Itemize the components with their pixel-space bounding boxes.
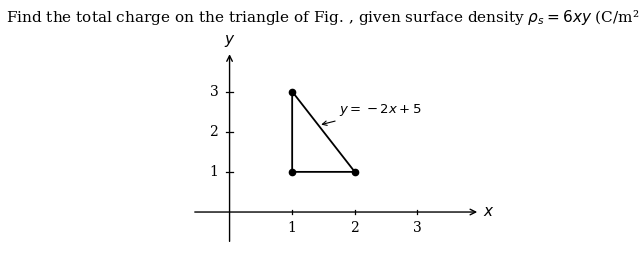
Text: 3: 3 [209, 85, 218, 98]
Text: Find the total charge on the triangle of Fig. , given surface density $\rho_s = : Find the total charge on the triangle of… [6, 8, 640, 27]
Text: 2: 2 [351, 221, 359, 235]
Text: $x$: $x$ [483, 205, 495, 219]
Text: 2: 2 [209, 125, 218, 139]
Text: 1: 1 [209, 165, 218, 179]
Text: $y = -2x + 5$: $y = -2x + 5$ [323, 102, 422, 125]
Text: 3: 3 [413, 221, 422, 235]
Text: $y$: $y$ [224, 33, 236, 49]
Text: 1: 1 [288, 221, 296, 235]
